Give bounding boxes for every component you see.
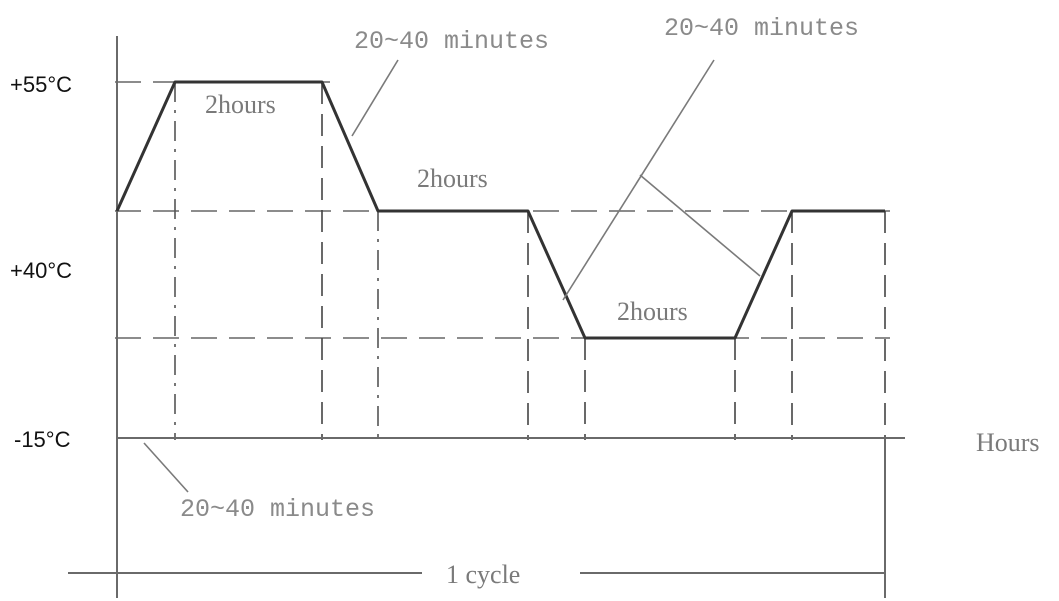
x-axis-label: Hours: [976, 428, 1040, 457]
ramp-label-top: 20~40 minutes: [354, 27, 549, 56]
temperature-profile-line: [115, 80, 885, 340]
leader-start-ramp: [143, 442, 189, 493]
temp-label-low: -15°C: [14, 427, 71, 452]
temp-label-mid: +40°C: [10, 258, 72, 283]
cycle-label: 1 cycle: [446, 560, 520, 589]
ramp-label-bottom: 20~40 minutes: [180, 495, 375, 524]
leader-ramp-down-top: [351, 59, 399, 137]
dwell-label-high: 2hours: [205, 90, 276, 119]
dwell-label-mid: 2hours: [417, 164, 488, 193]
temp-label-high: +55°C: [10, 72, 72, 97]
ramp-label-upper-right: 20~40 minutes: [664, 14, 859, 43]
leader-ramp-up-low-branch: [639, 174, 761, 277]
leader-ramp-up-low: [562, 59, 715, 301]
dwell-label-low: 2hours: [617, 297, 688, 326]
